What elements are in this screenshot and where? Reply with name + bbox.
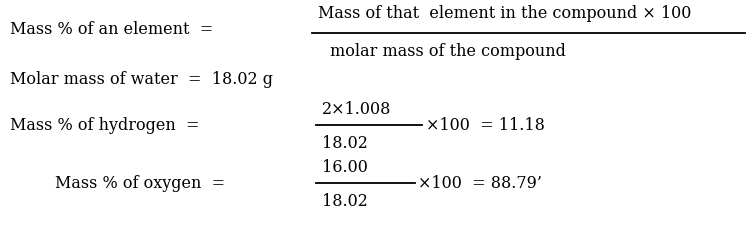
Text: Mass % of oxygen  =: Mass % of oxygen =	[55, 175, 225, 192]
Text: Molar mass of water  =  18.02 g: Molar mass of water = 18.02 g	[10, 72, 273, 89]
Text: 2×1.008: 2×1.008	[322, 101, 392, 118]
Text: 16.00: 16.00	[322, 158, 368, 175]
Text: molar mass of the compound: molar mass of the compound	[330, 44, 566, 61]
Text: Mass % of an element  =: Mass % of an element =	[10, 22, 213, 39]
Text: Mass % of hydrogen  =: Mass % of hydrogen =	[10, 116, 200, 133]
Text: ×100  = 11.18: ×100 = 11.18	[426, 116, 545, 133]
Text: 18.02: 18.02	[322, 192, 368, 210]
Text: 18.02: 18.02	[322, 135, 368, 151]
Text: ×100  = 88.79’: ×100 = 88.79’	[418, 175, 542, 192]
Text: Mass of that  element in the compound × 100: Mass of that element in the compound × 1…	[318, 5, 691, 22]
